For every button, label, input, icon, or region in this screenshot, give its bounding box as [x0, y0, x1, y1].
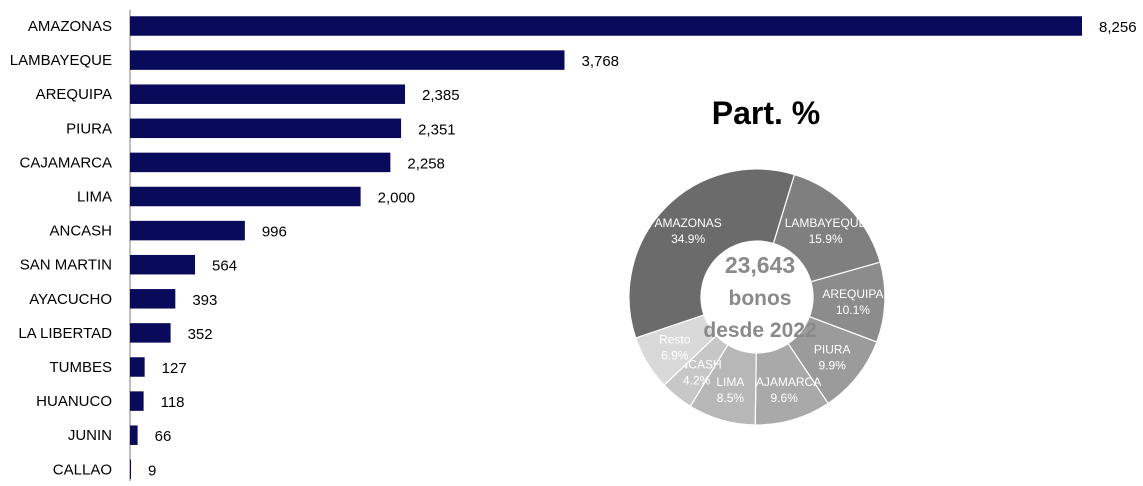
category-label: TUMBES [49, 359, 112, 376]
category-label: ANCASH [49, 223, 112, 240]
data-label: 118 [161, 394, 185, 411]
category-label: LIMA [77, 189, 112, 206]
category-label: AMAZONAS [28, 18, 112, 35]
data-label: 3,768 [581, 53, 619, 70]
data-label: 996 [262, 224, 287, 241]
donut-center-text: 23,643 [725, 252, 795, 278]
slice-percent: 6.9% [661, 349, 689, 363]
data-label: 9 [148, 462, 156, 479]
donut-slice [772, 173, 881, 283]
data-label: 2,385 [422, 87, 460, 104]
category-label: PIURA [66, 120, 112, 137]
donut-center-text: desde 2022 [703, 319, 816, 342]
slice-percent: 15.9% [809, 232, 843, 246]
slice-label: AREQUIPA [822, 287, 883, 301]
slice-label: LAMBAYEQUE [785, 216, 867, 230]
slice-label: AMAZONAS [654, 216, 721, 230]
slice-label: PIURA [814, 343, 851, 357]
slice-percent: 10.1% [836, 303, 870, 317]
donut-title: Part. % [712, 95, 820, 131]
bar [130, 289, 176, 309]
donut-center-text: bonos [729, 287, 792, 310]
category-label: LA LIBERTAD [18, 325, 112, 342]
data-label: 66 [155, 428, 172, 445]
bar [130, 254, 196, 275]
bar [130, 459, 132, 480]
bar [130, 391, 144, 411]
bar [130, 357, 145, 377]
bar [130, 50, 565, 70]
category-label: CALLAO [53, 461, 112, 478]
bar [130, 152, 391, 173]
slice-label: LIMA [716, 375, 744, 389]
bar [130, 84, 406, 104]
category-label: AYACUCHO [29, 291, 112, 308]
category-label: CAJAMARCA [19, 154, 112, 171]
slice-percent: 8.5% [717, 391, 745, 405]
category-label: JUNIN [68, 427, 112, 444]
category-label: LAMBAYEQUE [10, 52, 112, 69]
slice-percent: 9.6% [771, 391, 799, 405]
data-label: 564 [212, 258, 237, 275]
data-label: 393 [192, 292, 217, 309]
bar [130, 425, 138, 445]
category-label: AREQUIPA [36, 86, 112, 103]
bar [130, 16, 1082, 36]
data-label: 352 [188, 326, 213, 343]
slice-label: Resto [659, 333, 691, 347]
category-label: HUANUCO [36, 393, 112, 410]
slice-percent: 4.2% [683, 374, 711, 388]
bar [130, 118, 402, 139]
donut-slice [628, 168, 796, 339]
data-label: 2,000 [378, 190, 416, 207]
bar [130, 323, 171, 343]
category-label: SAN MARTIN [20, 257, 112, 274]
data-label: 8,256 [1099, 19, 1137, 36]
slice-percent: 9.9% [819, 359, 847, 373]
slice-percent: 34.9% [671, 232, 705, 246]
slice-label: CAJAMARCA [747, 375, 821, 389]
data-label: 2,351 [418, 121, 456, 138]
data-label: 2,258 [407, 155, 445, 172]
bar [130, 220, 245, 241]
data-label: 127 [162, 360, 187, 377]
bar [130, 186, 361, 207]
